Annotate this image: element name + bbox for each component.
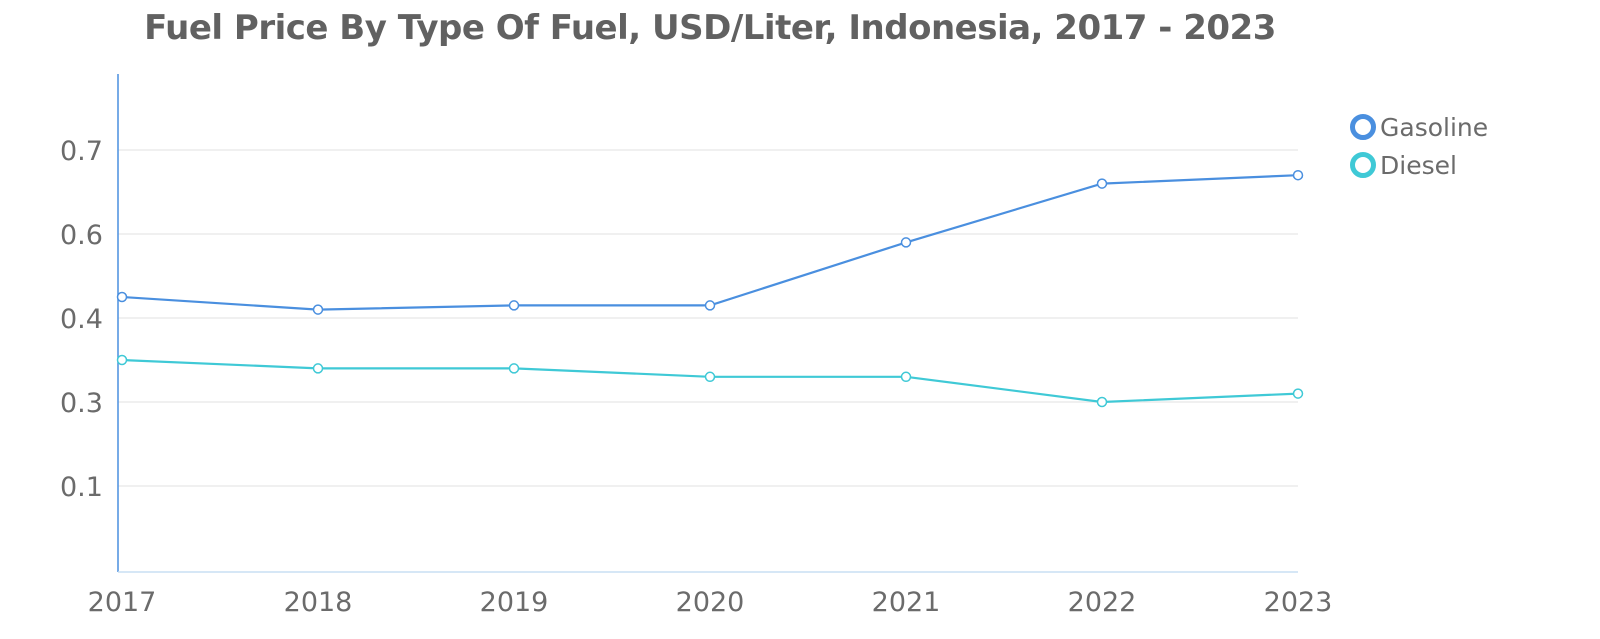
x-tick-label: 2019	[480, 587, 549, 618]
legend-item-diesel[interactable]: Diesel	[1350, 146, 1488, 184]
series-diesel	[116, 354, 1304, 408]
legend-item-gasoline[interactable]: Gasoline	[1350, 108, 1488, 146]
data-point	[508, 363, 520, 374]
y-tick-label: 0.4	[60, 304, 103, 335]
y-tick-label: 0.6	[60, 220, 103, 251]
data-point	[116, 291, 128, 303]
data-point	[900, 371, 912, 383]
data-point	[900, 237, 912, 248]
y-tick-label: 0.7	[60, 136, 103, 167]
data-point	[508, 300, 520, 311]
x-tick-label: 2021	[872, 587, 941, 618]
y-tick-label: 0.3	[60, 388, 103, 419]
data-point	[704, 371, 716, 383]
data-point	[116, 354, 128, 366]
series-line	[121, 174, 1299, 311]
x-tick-label: 2018	[284, 587, 353, 618]
y-tick-labels: 0.1 0.3 0.4 0.6 0.7	[60, 136, 103, 503]
data-point	[1292, 169, 1304, 181]
legend-label-diesel: Diesel	[1380, 150, 1457, 180]
data-point	[704, 300, 716, 311]
x-tick-label: 2023	[1264, 587, 1333, 618]
legend-swatch-diesel	[1350, 152, 1376, 178]
x-tick-label: 2017	[88, 587, 157, 618]
series-layer	[116, 169, 1304, 408]
data-point	[312, 363, 324, 374]
legend-label-gasoline: Gasoline	[1380, 112, 1489, 142]
y-tick-label: 0.1	[60, 472, 103, 503]
chart-title: Fuel Price By Type Of Fuel, USD/Liter, I…	[144, 8, 1276, 48]
series-gasoline	[116, 169, 1304, 315]
x-tick-label: 2022	[1068, 587, 1137, 618]
legend: Gasoline Diesel	[1350, 108, 1488, 184]
x-tick-label: 2020	[676, 587, 745, 618]
data-point	[1292, 388, 1304, 399]
legend-swatch-gasoline	[1350, 114, 1376, 140]
grid-layer	[118, 149, 1298, 487]
data-point	[1096, 178, 1108, 189]
x-tick-labels: 2017 2018 2019 2020 2021 2022 2023	[88, 587, 1333, 618]
data-point	[1096, 396, 1108, 408]
data-point	[312, 304, 324, 315]
